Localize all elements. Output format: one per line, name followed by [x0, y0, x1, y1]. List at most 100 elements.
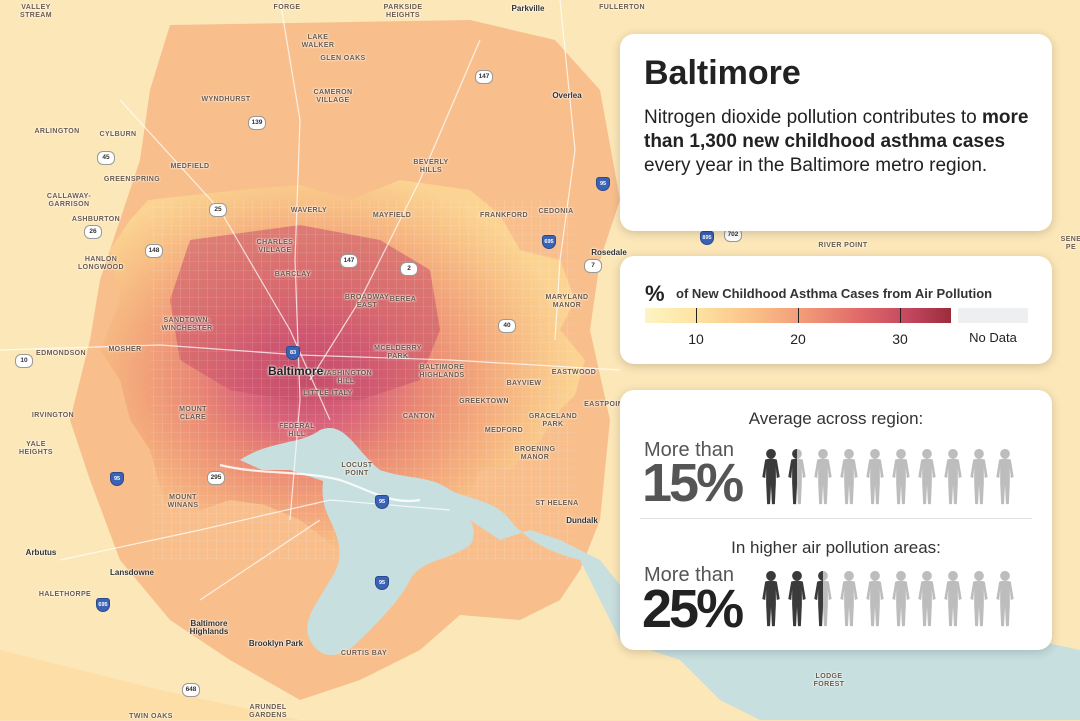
map-label: MOUNT WINANS — [167, 494, 199, 509]
child-figure-icon — [944, 448, 962, 505]
map-label: FORGE — [273, 4, 301, 11]
legend-tick-label: 20 — [790, 331, 806, 347]
map-label: BEVERLY HILLS — [413, 159, 449, 174]
interstate-shield-icon: 695 — [542, 235, 556, 249]
route-shield-icon: 148 — [145, 244, 163, 258]
map-label: EASTPOINT — [584, 401, 628, 408]
map-label: RIVER POINT — [818, 242, 868, 249]
child-figure-icon — [788, 448, 806, 505]
map-label: Lansdowne — [109, 568, 155, 577]
route-shield-icon: 40 — [498, 319, 516, 333]
map-label: FEDERAL HILL — [279, 423, 315, 438]
map-label: CHARLES VILLAGE — [256, 239, 294, 254]
map-label: Parkville — [511, 4, 545, 13]
map-label: LITTLE ITALY — [303, 390, 353, 397]
child-figure-icon — [892, 570, 910, 627]
child-figure-icon — [892, 448, 910, 505]
map-label: FULLERTON — [599, 4, 645, 11]
map-label: SENE PE — [1060, 236, 1080, 251]
stat-value-region: 15% — [642, 453, 744, 513]
map-label: MOSHER — [108, 346, 142, 353]
map-label: CYLBURN — [99, 131, 137, 138]
map-label: CANTON — [402, 413, 436, 420]
legend-tick-20 — [798, 308, 799, 323]
map-label: WASHINGTON HILL — [319, 370, 373, 385]
legend-tick-label: 30 — [892, 331, 908, 347]
route-shield-icon: 147 — [475, 70, 493, 84]
map-label: GLEN OAKS — [320, 55, 366, 62]
legend-no-data-label: No Data — [969, 330, 1017, 345]
map-label: BROADWAY EAST — [344, 294, 390, 309]
map-label: LODGE FOREST — [813, 673, 845, 688]
route-shield-icon: 139 — [248, 116, 266, 130]
map-label: Baltimore Highlands — [189, 619, 229, 636]
map-label: BEREA — [389, 296, 417, 303]
route-shield-icon: 25 — [209, 203, 227, 217]
stat-prefix-high-pollution: More than — [644, 564, 735, 586]
map-label: EASTWOOD — [551, 369, 597, 376]
route-shield-icon: 2 — [400, 262, 418, 276]
map-label: CEDONIA — [538, 208, 574, 215]
map-label: ASHBURTON — [71, 216, 121, 223]
legend-title: of New Childhood Asthma Cases from Air P… — [676, 286, 993, 301]
child-figure-icon — [866, 570, 884, 627]
map-label: LOCUST POINT — [341, 462, 373, 477]
route-shield-icon: 648 — [182, 683, 200, 697]
map-label: MEDFIELD — [170, 163, 210, 170]
map-label: Brooklyn Park — [248, 639, 304, 648]
child-figure-icon — [970, 448, 988, 505]
map-label: MEDFORD — [484, 427, 524, 434]
child-figure-icon — [918, 570, 936, 627]
route-shield-icon: 147 — [340, 254, 358, 268]
map-label: YALE HEIGHTS — [19, 441, 53, 456]
map-label: VALLEY STREAM — [20, 4, 52, 19]
description: Nitrogen dioxide pollution contributes t… — [644, 107, 1029, 176]
child-figure-icon — [788, 570, 806, 627]
map-label: LAKE WALKER — [301, 34, 335, 49]
legend-no-data-swatch — [958, 308, 1028, 323]
stats-card: Average across region: More than 15% In … — [620, 390, 1052, 650]
map-label: Dundalk — [566, 516, 598, 525]
divider — [640, 518, 1032, 519]
interstate-shield-icon: 895 — [700, 231, 714, 245]
stat-heading-high-pollution: In higher air pollution areas: — [731, 538, 941, 557]
route-shield-icon: 26 — [84, 225, 102, 239]
legend-card: % of New Childhood Asthma Cases from Air… — [620, 256, 1052, 364]
interstate-shield-icon: 95 — [596, 177, 610, 191]
child-figure-icon — [918, 448, 936, 505]
map-label: WYNDHURST — [201, 96, 251, 103]
route-shield-icon: 45 — [97, 151, 115, 165]
legend-tick-label: 10 — [688, 331, 704, 347]
title-card: Baltimore Nitrogen dioxide pollution con… — [620, 34, 1052, 231]
map-label: HALETHORPE — [38, 591, 92, 598]
stat-prefix-region: More than — [644, 439, 735, 461]
map-label: BAYVIEW — [506, 380, 542, 387]
map-label: TWIN OAKS — [129, 713, 173, 720]
map-label: Rosedale — [591, 248, 627, 257]
map-label: MCELDERRY PARK — [374, 345, 422, 360]
child-figure-icon — [762, 448, 780, 505]
map-label: Arbutus — [25, 548, 57, 557]
map-label: CALLAWAY- GARRISON — [46, 193, 92, 208]
figure-row-high-pollution — [760, 570, 1025, 630]
legend-tick-10 — [696, 308, 697, 323]
child-figure-icon — [996, 570, 1014, 627]
route-shield-icon: 7 — [584, 259, 602, 273]
child-figure-icon — [840, 448, 858, 505]
stat-heading-region: Average across region: — [748, 409, 924, 428]
map-label: BALTIMORE HIGHLANDS — [419, 364, 465, 379]
child-figure-icon — [840, 570, 858, 627]
map-label: ARLINGTON — [34, 128, 80, 135]
child-figure-icon — [762, 570, 780, 627]
map-label: IRVINGTON — [31, 412, 75, 419]
map-label: GREEKTOWN — [459, 398, 509, 405]
city-label-baltimore: Baltimore — [268, 364, 324, 378]
map-label: WAVERLY — [290, 207, 328, 214]
child-figure-icon — [814, 448, 832, 505]
interstate-shield-icon: 95 — [375, 576, 389, 590]
child-figure-icon — [814, 570, 832, 627]
map-label: GRACELAND PARK — [528, 413, 578, 428]
stat-value-high-pollution: 25% — [642, 579, 744, 639]
map-label: MARYLAND MANOR — [545, 294, 589, 309]
map-label: Overlea — [552, 91, 582, 100]
